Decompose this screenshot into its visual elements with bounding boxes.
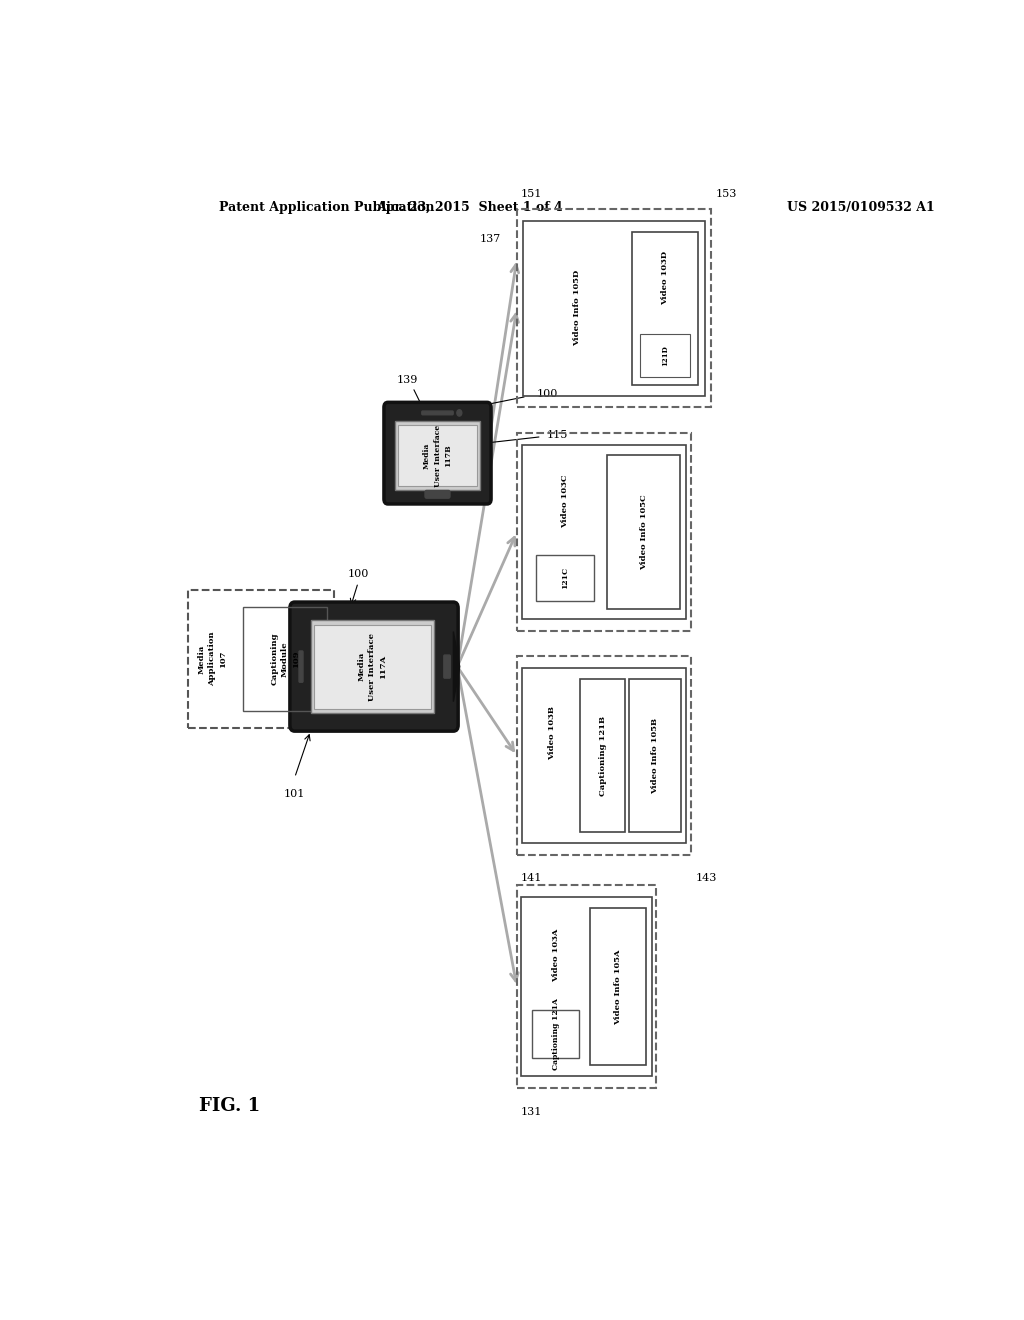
Text: 137: 137 (479, 234, 501, 244)
Text: Video Info 105A: Video Info 105A (614, 949, 623, 1024)
FancyBboxPatch shape (299, 651, 303, 682)
FancyBboxPatch shape (395, 421, 480, 490)
Text: 101: 101 (284, 789, 305, 800)
Text: Video 103D: Video 103D (662, 251, 670, 305)
Text: 100: 100 (347, 569, 369, 579)
Text: 151: 151 (521, 189, 542, 199)
Text: 141: 141 (521, 873, 542, 883)
Text: Patent Application Publication: Patent Application Publication (219, 201, 435, 214)
Polygon shape (454, 631, 460, 702)
Text: 153: 153 (715, 189, 736, 199)
Text: 121D: 121D (660, 346, 669, 366)
FancyBboxPatch shape (443, 655, 451, 678)
Text: Media
Application
107: Media Application 107 (198, 632, 227, 686)
Text: Video Info 105C: Video Info 105C (640, 494, 647, 570)
Text: 121C: 121C (561, 566, 568, 589)
Text: US 2015/0109532 A1: US 2015/0109532 A1 (786, 201, 935, 214)
FancyBboxPatch shape (384, 403, 492, 504)
Text: Video 103A: Video 103A (552, 928, 560, 982)
Text: 115: 115 (547, 430, 568, 440)
Text: Video 103B: Video 103B (548, 705, 556, 759)
FancyBboxPatch shape (422, 411, 454, 414)
Text: Apr. 23, 2015  Sheet 1 of 4: Apr. 23, 2015 Sheet 1 of 4 (376, 201, 562, 214)
Circle shape (457, 409, 462, 416)
Text: FIG. 1: FIG. 1 (200, 1097, 260, 1114)
Text: Video 103C: Video 103C (561, 474, 568, 528)
Text: 139: 139 (397, 375, 419, 384)
FancyBboxPatch shape (310, 620, 434, 713)
Text: Captioning 121B: Captioning 121B (598, 715, 606, 796)
FancyBboxPatch shape (425, 491, 450, 498)
Text: Captioning
Module
109: Captioning Module 109 (270, 632, 300, 685)
FancyBboxPatch shape (290, 602, 458, 731)
FancyBboxPatch shape (398, 425, 477, 486)
Text: Media
User Interface
117A: Media User Interface 117A (358, 632, 387, 701)
Text: 131: 131 (521, 1106, 542, 1117)
Text: Video Info 105B: Video Info 105B (651, 718, 659, 793)
Text: Video Info 105D: Video Info 105D (573, 271, 582, 346)
Text: 100: 100 (537, 388, 558, 399)
Text: Captioning 121A: Captioning 121A (552, 998, 560, 1071)
Text: 143: 143 (695, 873, 717, 883)
FancyBboxPatch shape (314, 624, 431, 709)
Text: Media
User Interface
117B: Media User Interface 117B (423, 424, 452, 487)
